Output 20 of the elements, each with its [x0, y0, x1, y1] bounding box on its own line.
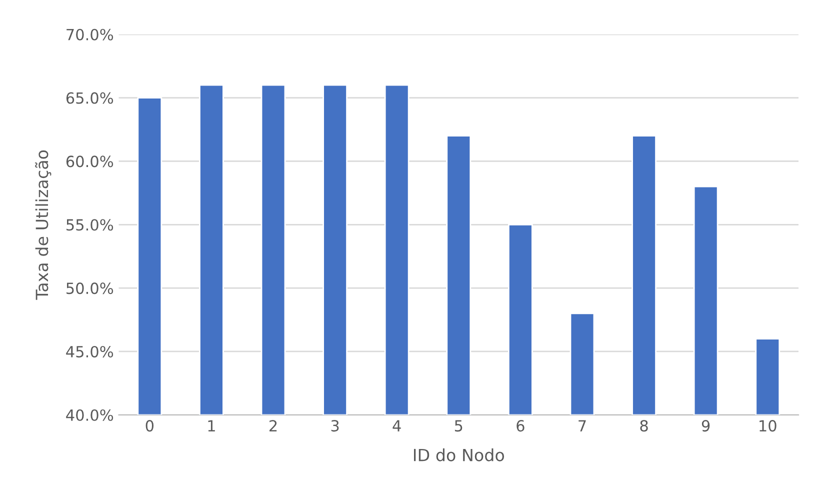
- x-tick-label: 8: [640, 420, 648, 432]
- y-tick-label: 40.0%: [66, 409, 114, 421]
- x-tick-label: 5: [454, 420, 462, 432]
- y-tick-label: 50.0%: [66, 282, 114, 294]
- x-tick-label: 1: [208, 420, 215, 432]
- y-tick-label: 60.0%: [66, 156, 114, 168]
- y-tick-label: 45.0%: [66, 346, 114, 358]
- x-tick-label: 4: [392, 420, 401, 432]
- y-tick-label: 70.0%: [66, 28, 114, 40]
- y-tick-label: 65.0%: [66, 92, 114, 104]
- x-tick-label: 10: [760, 420, 776, 432]
- x-tick-label: 0: [146, 420, 154, 432]
- x-tick-label: 7: [578, 420, 586, 432]
- y-axis-title: Taxa de Utilização: [35, 150, 52, 300]
- x-tick-label: 6: [516, 420, 524, 432]
- x-tick-label: 9: [702, 420, 710, 432]
- x-tick-label: 2: [270, 420, 277, 432]
- y-tick-label: 55.0%: [66, 219, 114, 231]
- x-axis-title: ID do Nodo: [414, 448, 504, 462]
- x-tick-label: 3: [331, 420, 339, 432]
